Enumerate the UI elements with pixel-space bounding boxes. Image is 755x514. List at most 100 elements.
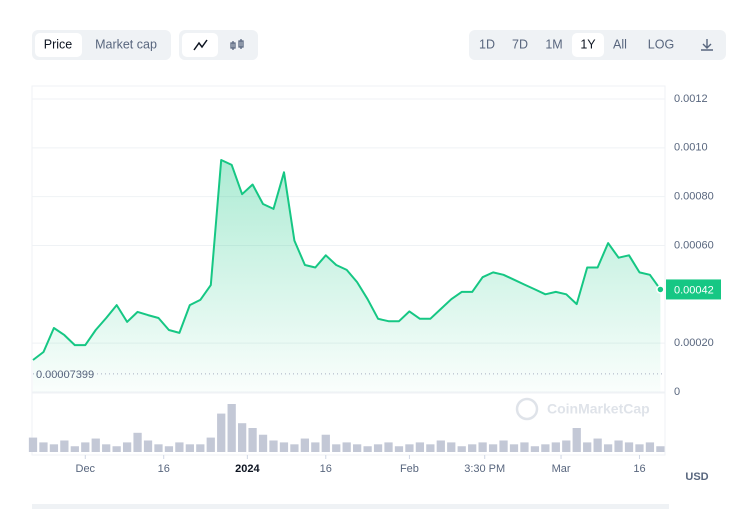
volume-bar [373,444,383,452]
x-tick-label: 3:30 PM [464,463,505,475]
volume-bar [28,437,38,452]
volume-bar [530,446,540,452]
volume-bar [562,440,571,452]
volume-bar [102,444,111,452]
volume-bar [426,444,435,452]
volume-bar [206,437,215,452]
volume-bar [394,446,404,452]
volume-bar [635,444,644,452]
volume-bar [122,442,132,452]
ranges: 1D 7D 1M 1Y All LOG [479,37,674,51]
volume-bar [185,444,194,452]
volume-bar [520,442,529,452]
volume-bar [436,440,445,452]
volume-bar [405,444,414,452]
volume-bar [614,440,623,452]
volume-bar [353,444,362,452]
volume-bar [332,444,341,452]
volume-bar [603,444,613,452]
volume-bar [583,442,592,452]
volume-bar [656,446,665,452]
range-button[interactable]: LOG [648,37,674,51]
current-label: 0.00042 [674,284,714,296]
volume-bar [551,442,560,452]
y-tick-label: 0.00080 [674,191,714,203]
plot: 0.00007399 0.00042 [32,159,721,392]
min-label: 0.00007399 [36,369,94,381]
last-point [656,285,665,294]
volume-bar [384,442,393,452]
range-button[interactable]: 1Y [580,37,596,51]
x-tick-label: Dec [76,463,96,475]
toggle-active [35,33,82,57]
range-button[interactable]: All [613,37,627,51]
x-tick-label: 16 [320,463,332,475]
watermark-text: CoinMarketCap [547,401,650,417]
volume-bar [447,442,456,452]
plot-frame [31,85,666,456]
toggle-market-cap[interactable]: Market cap [95,37,157,51]
range-button[interactable]: 7D [512,37,528,51]
y-tick-label: 0.00020 [674,337,714,349]
volume-bar [248,428,257,452]
volume-bar [415,442,425,452]
y-tick-label: 0.00060 [674,239,714,251]
x-tick-label: Feb [400,463,419,475]
y-tick-label: 0.0012 [674,93,708,105]
price-line [32,159,662,361]
volume [28,404,665,452]
volume-bar [499,440,508,452]
x-tick-label: 16 [158,463,170,475]
watermark: CoinMarketCap [515,397,650,421]
volume-bar [133,432,142,452]
volume-bar [39,442,48,452]
volume-bar [196,444,205,452]
x-tick-label: Mar [552,463,571,475]
volume-bar [175,442,184,452]
volume-bar [457,446,466,452]
volume-bar [363,446,372,452]
scroll-bar [32,504,669,509]
volume-bar [593,438,602,452]
volume-bar [91,438,100,452]
volume-bar [112,446,121,452]
volume-bar [154,444,163,452]
volume-bar [81,442,90,452]
volume-bar [164,446,174,452]
range-active [572,33,604,57]
range-button[interactable]: 1M [545,37,562,51]
candle-icon[interactable] [230,39,244,50]
volume-bar [478,442,487,452]
volume-bar [279,442,289,452]
volume-bar [258,434,268,452]
line-icon [193,39,208,51]
volume-bar [509,444,519,452]
volume-bar [468,444,477,452]
volume-bar [321,434,330,452]
current-tag [666,279,721,300]
volume-bar [541,444,550,452]
volume-bar [227,404,236,452]
grid: 0 0.00020 0.00060 0.00080 0.0010 0.0012 Dec 16 2… [32,93,714,475]
x-tick-label: 2024 [235,463,260,475]
volume-bar [488,444,498,452]
price-area [33,160,661,392]
volume-bar [572,428,581,452]
volume-bar [217,413,226,452]
download-icon[interactable] [701,39,713,51]
range-button[interactable]: 1D [479,37,495,51]
volume-bar [70,446,79,452]
volume-bar [300,438,309,452]
volume-bar [237,423,247,452]
volume-bar [143,440,153,452]
volume-bar [60,440,69,452]
volume-bar [645,442,655,452]
currency: USD [685,471,708,483]
x-tick-label: 16 [633,463,645,475]
y-tick-label: 0.0010 [674,142,708,154]
volume-bar [269,440,278,452]
volume-bar [290,444,299,452]
volume-bar [342,442,351,452]
toggle-price[interactable]: Price [44,37,73,51]
